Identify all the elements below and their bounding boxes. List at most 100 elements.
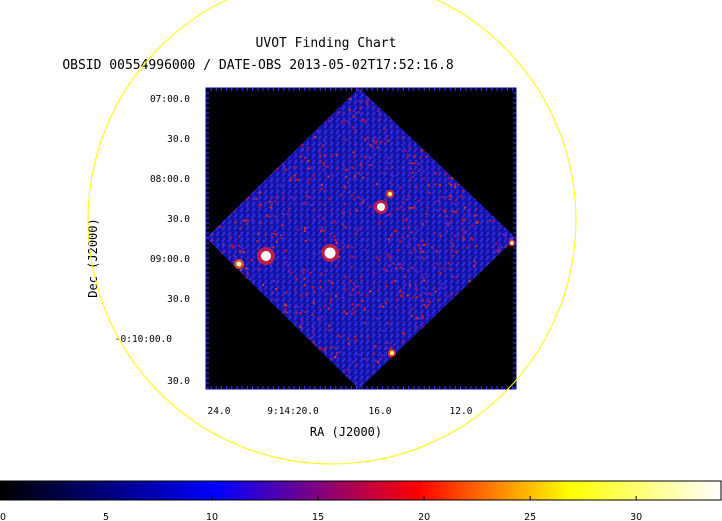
noise-speckle — [259, 191, 262, 194]
noise-speckle — [335, 295, 337, 297]
noise-speckle — [271, 236, 274, 239]
noise-speckle — [317, 317, 320, 320]
noise-speckle — [363, 118, 366, 121]
noise-speckle — [411, 296, 414, 299]
noise-speckle — [345, 175, 348, 178]
noise-speckle — [360, 162, 363, 164]
noise-speckle — [331, 208, 334, 211]
noise-speckle — [361, 293, 364, 296]
noise-speckle — [352, 177, 355, 180]
noise-speckle — [280, 237, 283, 240]
noise-speckle — [265, 214, 268, 217]
noise-speckle — [280, 184, 283, 187]
noise-speckle — [351, 303, 354, 306]
noise-speckle — [452, 210, 455, 213]
noise-speckle — [233, 246, 236, 248]
noise-speckle — [343, 283, 346, 286]
noise-speckle — [442, 196, 444, 198]
noise-speckle — [318, 346, 321, 349]
noise-speckle — [387, 139, 390, 142]
noise-speckle — [348, 191, 351, 194]
noise-speckle — [379, 305, 382, 308]
noise-speckle — [357, 291, 360, 294]
noise-speckle — [417, 317, 420, 320]
noise-speckle — [324, 238, 326, 241]
noise-speckle — [391, 175, 394, 177]
noise-speckle — [384, 137, 387, 140]
noise-speckle — [275, 233, 278, 236]
noise-speckle — [399, 290, 402, 293]
noise-speckle — [386, 253, 389, 256]
noise-speckle — [335, 153, 338, 156]
noise-speckle — [401, 291, 404, 294]
noise-speckle — [303, 268, 306, 271]
noise-speckle — [409, 206, 412, 209]
noise-speckle — [405, 198, 408, 201]
noise-speckle — [256, 240, 259, 243]
noise-speckle — [270, 221, 273, 224]
noise-speckle — [395, 306, 398, 309]
noise-speckle — [302, 271, 305, 274]
noise-speckle — [450, 241, 453, 244]
noise-speckle — [363, 156, 366, 159]
noise-speckle — [264, 233, 267, 236]
noise-speckle — [405, 219, 408, 222]
noise-speckle — [435, 250, 438, 253]
noise-speckle — [351, 166, 354, 169]
noise-speckle — [399, 294, 402, 297]
noise-speckle — [387, 238, 390, 241]
noise-speckle — [287, 207, 290, 210]
noise-speckle — [328, 280, 331, 283]
noise-speckle — [276, 167, 279, 170]
noise-speckle — [450, 220, 453, 223]
noise-speckle — [415, 325, 418, 328]
noise-speckle — [464, 206, 467, 209]
noise-speckle — [420, 150, 423, 153]
noise-speckle — [303, 229, 306, 232]
noise-speckle — [473, 214, 476, 217]
noise-speckle — [285, 261, 288, 264]
noise-speckle — [423, 177, 426, 180]
noise-speckle — [401, 166, 404, 169]
noise-speckle — [319, 280, 322, 283]
noise-speckle — [408, 312, 411, 315]
source-saturated — [261, 251, 271, 261]
noise-speckle — [424, 272, 427, 275]
noise-speckle — [406, 294, 409, 297]
noise-speckle — [294, 306, 297, 309]
noise-speckle — [308, 167, 311, 170]
noise-speckle — [319, 155, 322, 158]
noise-speckle — [418, 247, 421, 250]
noise-speckle — [475, 214, 478, 217]
noise-speckle — [391, 166, 394, 169]
noise-speckle — [443, 286, 446, 289]
noise-speckle — [335, 352, 338, 354]
colorbar-ticks: 0 5 10 15 20 25 30 — [0, 496, 642, 521]
noise-speckle — [305, 191, 308, 194]
noise-speckle — [285, 291, 288, 294]
noise-speckle — [350, 266, 353, 269]
noise-speckle — [282, 198, 285, 201]
noise-speckle — [509, 238, 511, 240]
noise-speckle — [344, 168, 347, 171]
noise-speckle — [238, 235, 241, 238]
noise-speckle — [323, 155, 326, 157]
noise-speckle — [301, 319, 304, 322]
noise-speckle — [377, 361, 379, 364]
noise-speckle — [242, 247, 245, 250]
noise-speckle — [381, 305, 384, 308]
noise-speckle — [368, 290, 371, 293]
y-tick-label: 30.0 — [167, 214, 190, 225]
noise-speckle — [439, 272, 442, 274]
noise-speckle — [344, 203, 347, 206]
noise-speckle — [356, 209, 359, 212]
noise-speckle — [338, 134, 341, 137]
noise-speckle — [460, 195, 463, 197]
noise-speckle — [422, 257, 425, 260]
noise-speckle — [345, 169, 348, 172]
noise-speckle — [390, 234, 393, 237]
noise-speckle — [352, 110, 355, 113]
noise-speckle — [415, 186, 418, 189]
noise-speckle — [407, 226, 410, 228]
